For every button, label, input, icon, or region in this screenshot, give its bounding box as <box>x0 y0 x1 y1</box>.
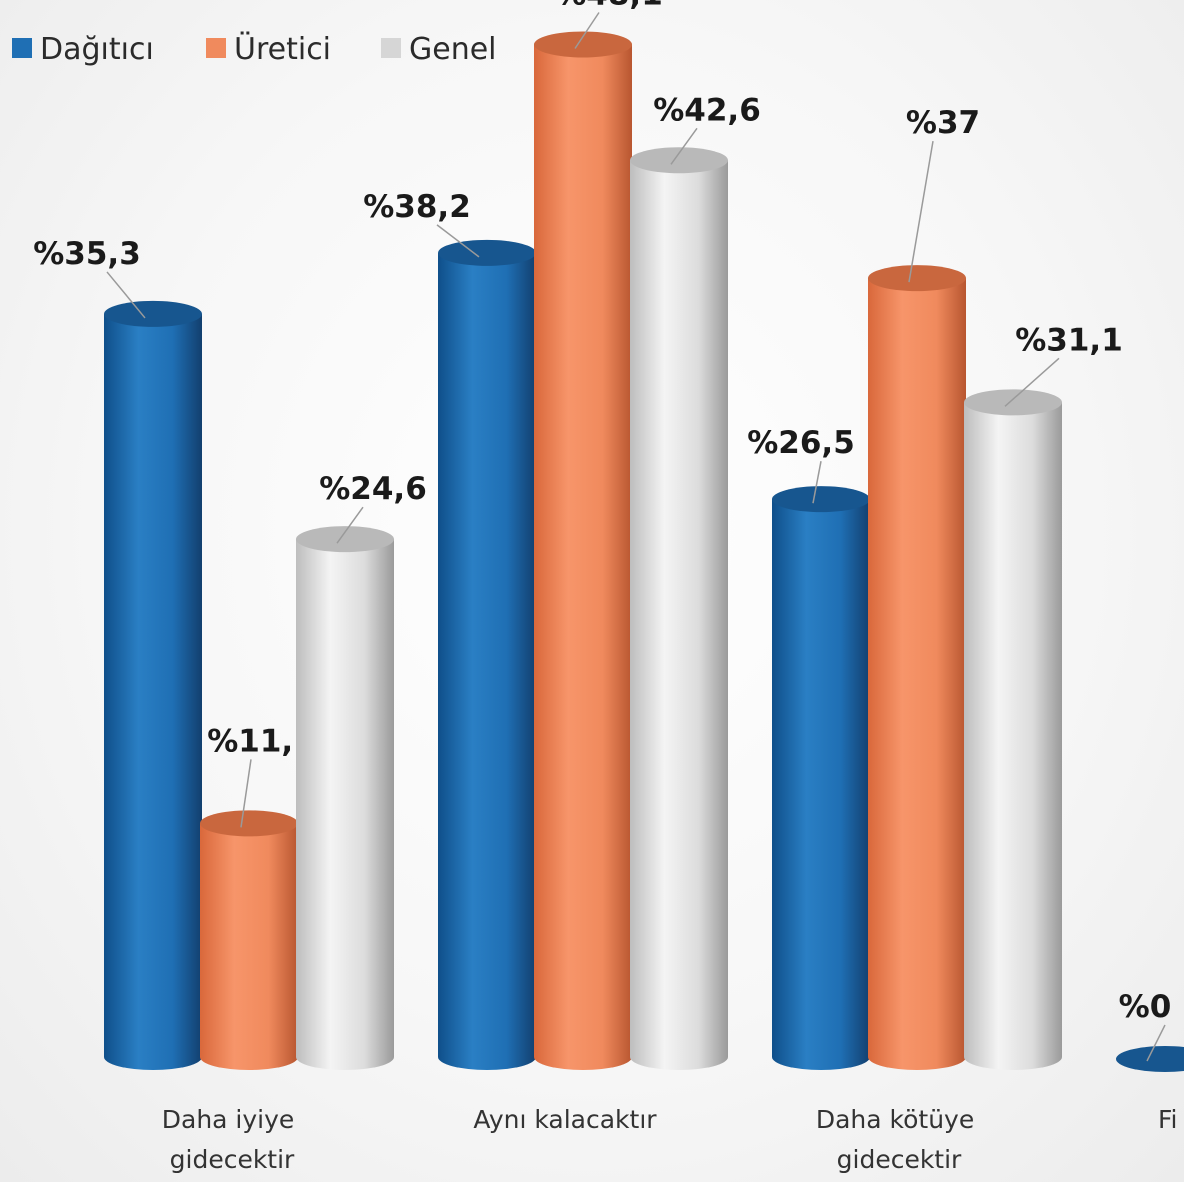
bar-genel-2 <box>964 389 1062 1071</box>
data-label-genel-1: %42,6 <box>653 92 761 128</box>
plot-area: %35,3%38,2%26,5%0%11,1%48,1%37%24,6%42,6… <box>33 0 1184 1072</box>
leader-line <box>670 127 698 165</box>
leader-line <box>1146 1024 1166 1062</box>
bar-genel-0 <box>296 526 394 1070</box>
bar-top <box>630 147 728 174</box>
bar-dagitici-0 <box>104 300 202 1070</box>
bar-uretici-2 <box>868 265 966 1070</box>
leader-line <box>436 224 480 258</box>
category-label-fi: Fi <box>1158 1105 1178 1134</box>
bar-genel-1 <box>630 147 728 1070</box>
category-label-ayni-kalacak: Aynı kalacaktır <box>473 1105 657 1134</box>
bar-top <box>964 389 1062 416</box>
legend: Dağıtıcı Üretici Genel <box>12 31 497 67</box>
leader-line <box>336 506 364 544</box>
bar-top <box>296 526 394 553</box>
data-label-dagitici-2: %26,5 <box>747 425 855 461</box>
legend-label-dagitici: Dağıtıcı <box>40 32 154 67</box>
leader-line <box>574 12 600 49</box>
leader-line <box>812 461 822 504</box>
category-label-daha-iyiye: Daha iyiye gidecektir <box>162 1105 303 1174</box>
bar-body <box>438 252 536 1070</box>
bar-top <box>1116 1046 1184 1072</box>
bar-body <box>772 499 870 1070</box>
bar-body <box>534 44 632 1071</box>
legend-swatch-dagitici <box>12 38 32 58</box>
legend-label-genel: Genel <box>409 32 497 67</box>
data-label-uretici-1: %48,1 <box>555 0 663 12</box>
bar-top <box>534 31 632 58</box>
bar-body <box>868 278 966 1070</box>
bar-dagitici-1 <box>438 239 536 1070</box>
bar-body <box>964 402 1062 1071</box>
legend-swatch-uretici <box>206 38 226 58</box>
data-label-uretici-2: %37 <box>906 105 980 141</box>
legend-swatch-genel <box>381 38 401 58</box>
bar-top <box>868 265 966 292</box>
legend-label-uretici: Üretici <box>234 31 331 67</box>
bar-top <box>772 486 870 513</box>
data-label-dagitici-3: %0 <box>1119 989 1172 1025</box>
bar-body <box>200 823 298 1070</box>
bar-top <box>104 300 202 327</box>
category-label-daha-kotuye: Daha kötüye gidecektir <box>816 1105 982 1174</box>
data-label-dagitici-1: %38,2 <box>363 189 471 225</box>
leader-line <box>908 141 934 283</box>
leader-line <box>106 271 146 319</box>
bar-dagitici-3 <box>1116 1046 1184 1072</box>
bar-top <box>200 810 298 837</box>
bar-top <box>438 239 536 266</box>
data-label-dagitici-0: %35,3 <box>33 236 141 272</box>
bar-body <box>630 160 728 1070</box>
bar-uretici-0 <box>200 810 298 1070</box>
bar-dagitici-2 <box>772 486 870 1070</box>
bar-uretici-1 <box>534 31 632 1071</box>
leader-line <box>1004 357 1060 407</box>
x-axis-labels: Daha iyiye gidecektir Aynı kalacaktır Da… <box>162 1105 1178 1174</box>
bar-body <box>296 539 394 1070</box>
leader-line <box>240 759 252 828</box>
data-label-genel-2: %31,1 <box>1015 322 1123 358</box>
data-label-genel-0: %24,6 <box>319 471 427 507</box>
bar-body <box>104 313 202 1070</box>
